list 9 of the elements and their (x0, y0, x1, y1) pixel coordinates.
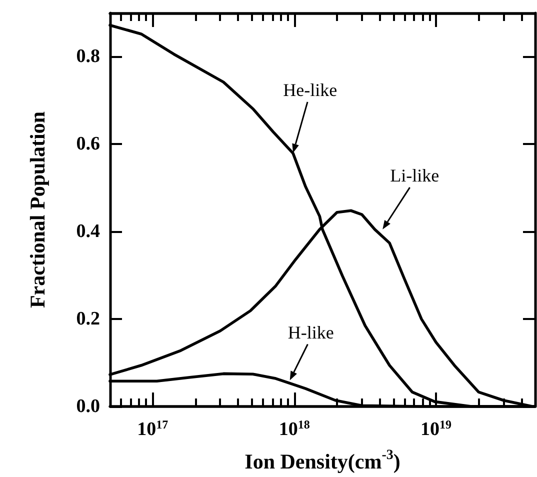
y-tick-label: 0.2 (76, 308, 100, 330)
y-tick-label: 0.8 (76, 46, 100, 68)
annotation: He-like (283, 80, 338, 100)
y-tick-label: 0.0 (76, 396, 100, 417)
y-axis-title: Fractional Population (26, 111, 50, 308)
annotation: H-like (288, 322, 334, 342)
y-tick-label: 0.6 (76, 134, 100, 155)
y-tick-label: 0.4 (76, 221, 100, 242)
annotation: Li-like (390, 165, 440, 186)
